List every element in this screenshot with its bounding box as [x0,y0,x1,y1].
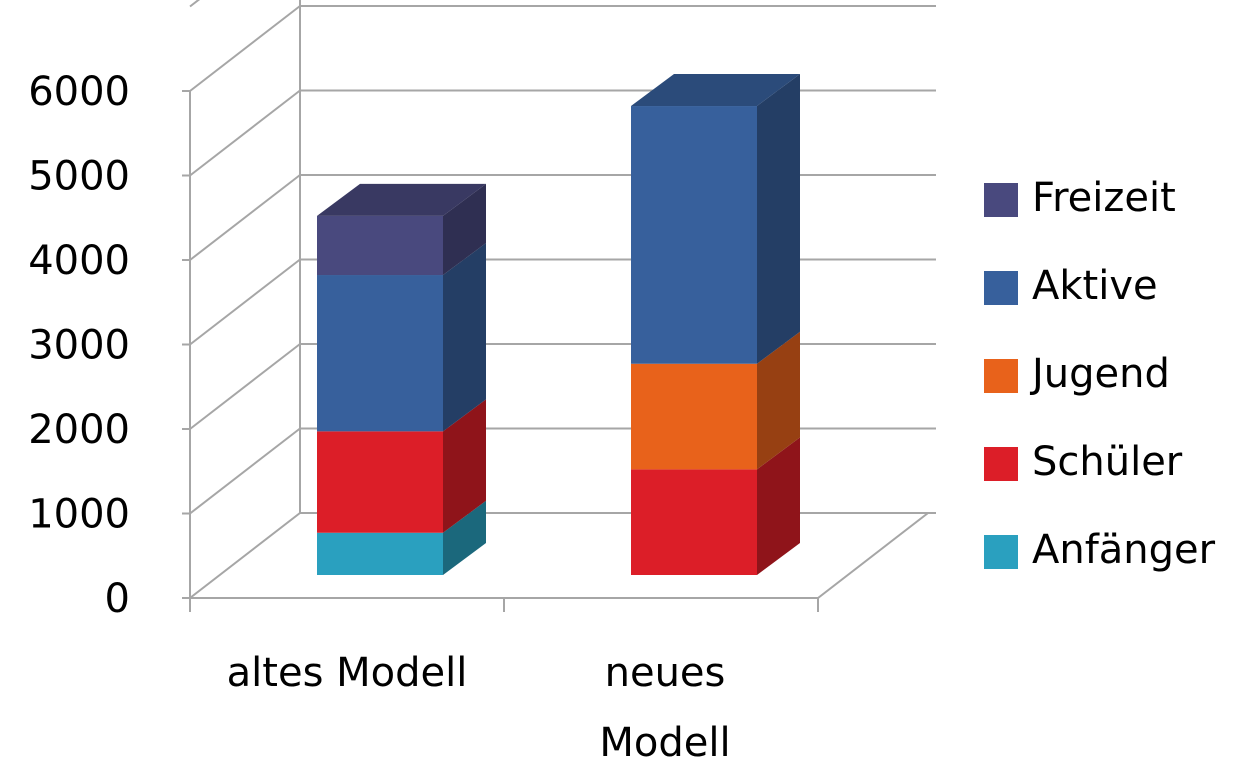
legend-swatch [984,359,1018,393]
y-tick-label: 4000 [28,238,130,284]
legend-swatch [984,447,1018,481]
legend: Freizeit Aktive Jugend Schüler Anfänger [984,175,1216,573]
bar-side-face [443,399,486,533]
bar-front-face [317,532,443,575]
y-tick-label: 0 [105,576,130,622]
legend-label: Schüler [1032,439,1183,485]
legend-item-schüler: Schüler [984,439,1183,485]
bar-front-face [317,275,443,432]
legend-item-freizeit: Freizeit [984,175,1176,221]
chart-floor [187,512,931,599]
bar-front-face [631,106,757,364]
bars [317,74,800,575]
gridline-side [189,0,201,8]
gridline-side [189,174,301,261]
legend-label: Aktive [1032,263,1158,309]
legend-swatch [984,535,1018,569]
bar-side-face [757,74,800,364]
legend-item-anfänger: Anfänger [984,527,1216,573]
bar-segment-schüler [317,399,486,533]
legend-swatch [984,271,1018,305]
gridlines [189,0,936,515]
bar-segment-freizeit [317,183,486,276]
bar-front-face [317,215,443,276]
legend-label: Jugend [1029,351,1170,397]
bar-top-face [317,183,486,216]
bar-segment-aktive [631,74,800,364]
bar-top-face [631,74,800,107]
x-category-label: neues [605,650,726,696]
bar-front-face [631,469,757,575]
bar-segment-jugend [631,331,800,470]
bar-side-face [443,500,486,575]
bar-front-face [317,431,443,533]
y-axis-ticks: 0 1000 2000 3000 4000 5000 6000 [28,69,190,622]
x-axis-labels: altes Modell neues Modell [227,650,731,766]
gridline-side [189,5,301,92]
legend-item-jugend: Jugend [984,351,1170,397]
bar-side-face [757,331,800,470]
gridline-side [189,89,301,177]
bar-side-face [443,183,486,276]
bar-side-face [757,437,800,575]
bar-side-face [443,243,486,432]
y-tick-label: 6000 [28,69,130,115]
y-tick-label: 5000 [28,154,130,200]
legend-label: Anfänger [1032,527,1216,573]
x-category-label: altes Modell [227,650,468,696]
gridline-side [189,427,301,515]
gridline-side [189,258,301,346]
legend-swatch [984,183,1018,217]
bar-segment-aktive [317,243,486,432]
x-category-label: Modell [599,720,730,766]
bar-front-face [631,363,757,470]
bar-segment-anfänger [317,500,486,575]
legend-item-aktive: Aktive [984,263,1158,309]
y-tick-label: 3000 [28,323,130,369]
chart-walls [187,0,931,612]
gridline-side [189,343,301,430]
y-tick-label: 1000 [28,492,130,538]
bar-segment-schüler [631,437,800,575]
legend-label: Freizeit [1032,175,1176,221]
y-tick-label: 2000 [28,407,130,453]
